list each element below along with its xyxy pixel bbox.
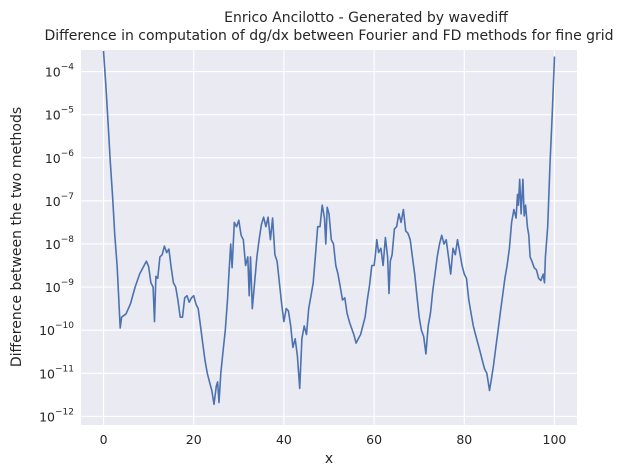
chart-title-line1: Enrico Ancilotto - Generated by wavediff [224,10,508,26]
y-tick-label: 10−6 [45,149,74,166]
y-tick-label: 10−11 [39,364,74,381]
y-axis-label: Difference between the two methods [9,107,25,367]
x-tick-label: 100 [543,432,567,447]
x-axis-label: x [325,451,333,467]
y-tick-label: 10−4 [45,63,74,80]
chart-title-line2: Difference in computation of dg/dx betwe… [44,28,613,44]
y-tick-label: 10−5 [45,106,74,123]
y-tick-labels: 10−4 10−5 10−6 10−7 10−8 10−9 10−10 10−11 10−12 [39,63,74,425]
x-tick-label: 0 [100,432,108,447]
series-line [102,50,556,406]
x-tick-label: 40 [276,432,292,447]
plot-area [81,50,577,425]
y-tick-label: 10−9 [45,278,74,295]
x-tick-label: 20 [186,432,202,447]
grid-lines [81,50,577,425]
y-tick-label: 10−10 [39,321,74,338]
y-tick-label: 10−12 [39,407,74,424]
x-tick-labels: 0 20 40 60 80 100 [100,432,567,447]
y-tick-label: 10−8 [45,235,74,252]
x-tick-label: 80 [456,432,472,447]
y-tick-label: 10−7 [45,192,74,209]
series-layer [102,50,556,406]
x-tick-label: 60 [366,432,382,447]
